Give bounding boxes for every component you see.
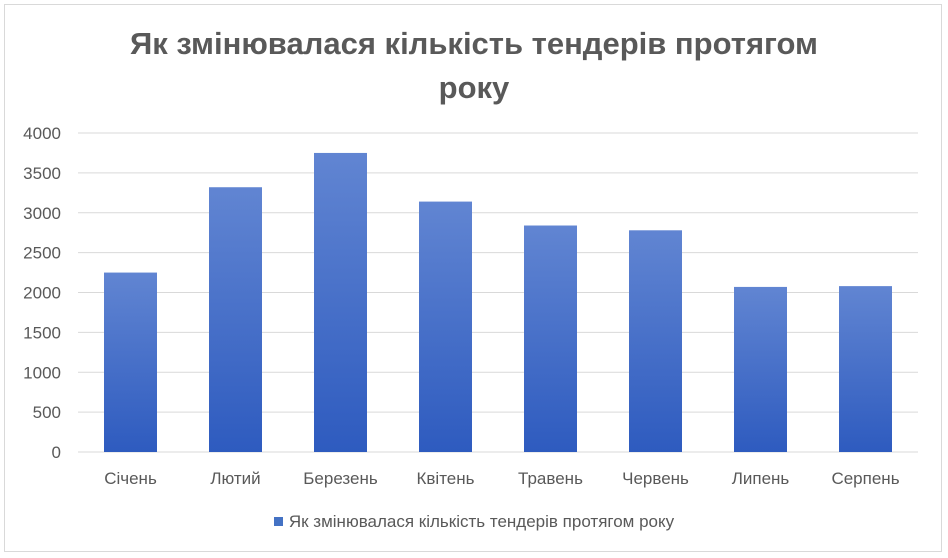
- y-tick-label: 3500: [23, 164, 61, 183]
- legend-swatch: [273, 517, 283, 526]
- bar-1: [104, 272, 157, 452]
- y-tick-label: 1500: [23, 323, 61, 342]
- legend-label: Як змінювалася кількість тендерів протяг…: [288, 512, 675, 531]
- bar-8: [839, 286, 892, 452]
- x-tick-label: Січень: [104, 469, 157, 488]
- y-tick-label: 500: [33, 403, 61, 422]
- chart-title-line-2: року: [438, 70, 510, 105]
- bar-7: [734, 286, 787, 452]
- bar-5: [524, 225, 577, 452]
- y-tick-label: 0: [52, 443, 61, 462]
- legend: Як змінювалася кількість тендерів протяг…: [0, 511, 948, 533]
- x-tick-label: Серпень: [831, 469, 899, 488]
- bar-2: [209, 187, 262, 453]
- chart-frame: [4, 4, 942, 552]
- chart-title: Як змінювалася кількість тендерів протяг…: [0, 22, 948, 110]
- y-tick-label: 2500: [23, 244, 61, 263]
- chart-title-line-1: Як змінювалася кількість тендерів протяг…: [130, 26, 818, 61]
- y-tick-label: 1000: [23, 363, 61, 382]
- y-axis-tick-labels: 0 500 1000 1500 2000 2500 3000 3500 4000: [23, 124, 61, 462]
- x-tick-label: Лютий: [210, 469, 260, 488]
- x-tick-label: Квітень: [416, 469, 474, 488]
- bar-3: [314, 152, 367, 452]
- x-tick-label: Червень: [622, 469, 689, 488]
- x-axis-tick-labels: Січень Лютий Березень Квітень Травень Червень…: [104, 469, 900, 488]
- x-tick-label: Травень: [518, 469, 583, 488]
- bars: [104, 152, 892, 453]
- gridlines: [78, 132, 918, 453]
- y-tick-label: 3000: [23, 204, 61, 223]
- bar-6: [629, 230, 682, 452]
- x-tick-label: Липень: [732, 469, 790, 488]
- y-tick-label: 2000: [23, 284, 61, 303]
- bar-4: [419, 201, 472, 452]
- y-tick-label: 4000: [23, 124, 61, 143]
- x-tick-label: Березень: [303, 469, 378, 488]
